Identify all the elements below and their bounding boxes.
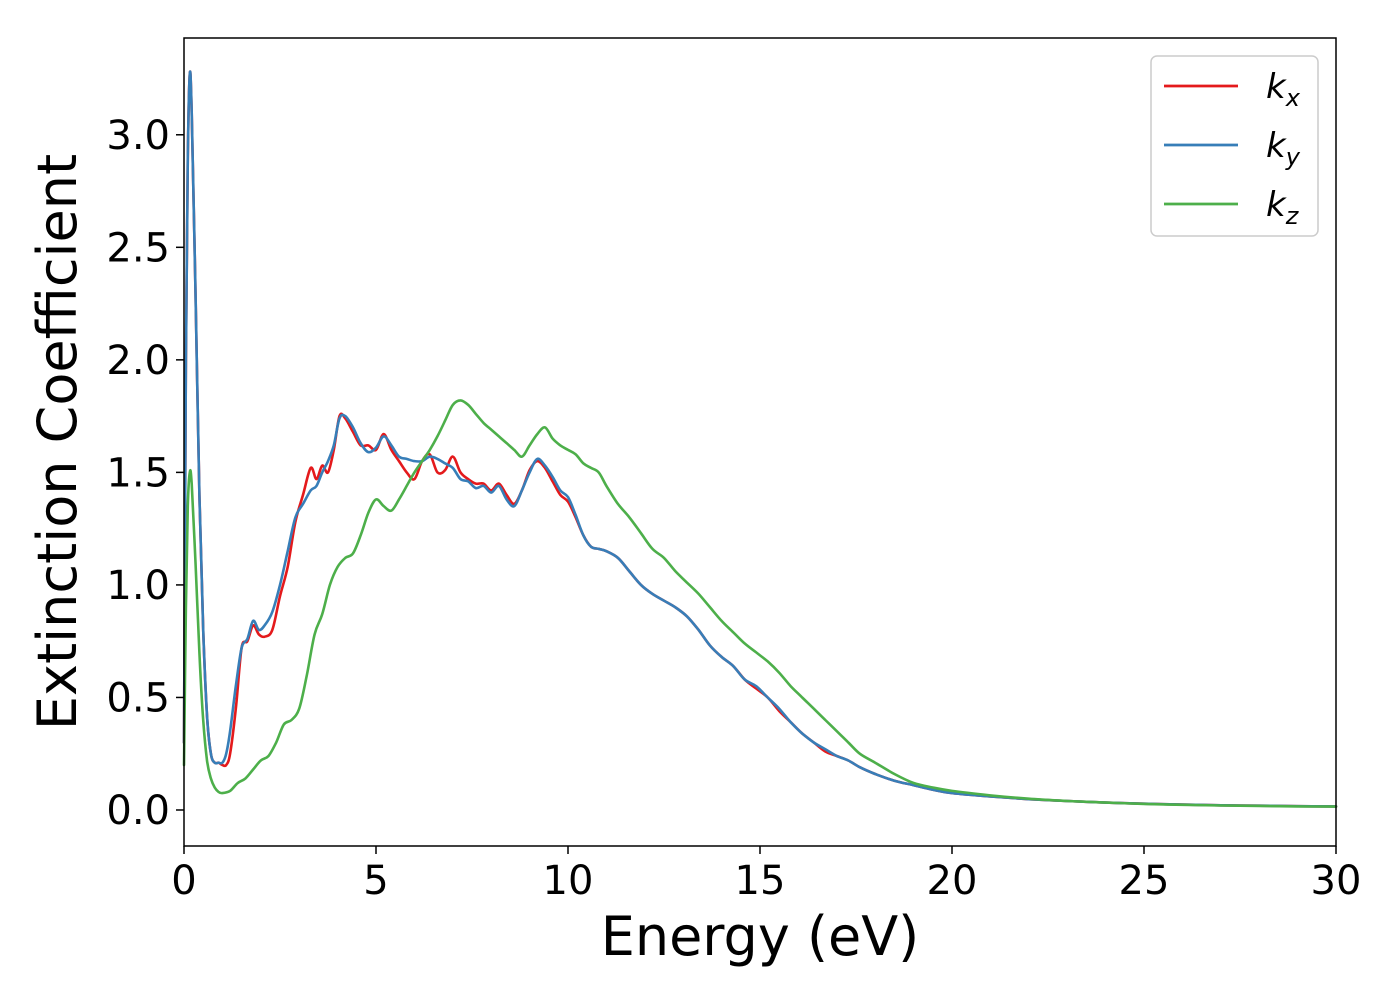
y-axis-ticks: 0.0 0.5 1.0 1.5 2.0 2.5 3.0 [106,113,184,834]
y-tick-label: 1.5 [106,450,170,496]
y-tick-label: 0.5 [106,675,170,721]
y-tick-label: 3.0 [106,113,170,159]
y-tick-label: 2.0 [106,338,170,384]
series-lines [182,70,1338,808]
x-axis-label: Energy (eV) [601,905,920,968]
x-axis-ticks: 0 5 10 15 20 25 30 [171,846,1361,904]
x-tick-label: 20 [927,858,978,904]
series-line-kz [182,399,1338,808]
x-tick-label: 30 [1311,858,1362,904]
y-tick-label: 2.5 [106,225,170,271]
y-tick-label: 1.0 [106,563,170,609]
x-tick-label: 0 [171,858,196,904]
x-tick-label: 25 [1119,858,1170,904]
x-tick-label: 15 [735,858,786,904]
y-tick-label: 0.0 [106,788,170,834]
y-axis-label: Extinction Coefficient [26,154,89,730]
series-line-kx [182,70,1338,808]
x-tick-label: 10 [543,858,594,904]
x-tick-label: 5 [363,858,388,904]
legend-label-kz: kz [1266,185,1300,230]
series-line-ky [182,70,1338,808]
